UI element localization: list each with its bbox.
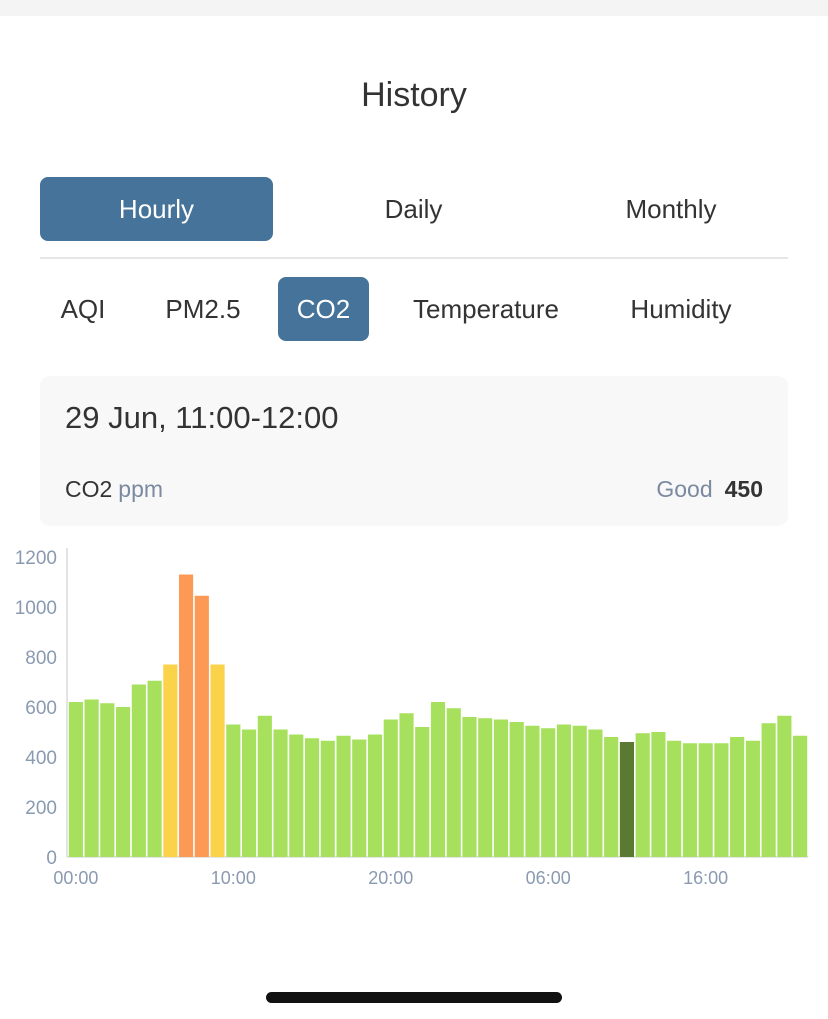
bar[interactable] xyxy=(651,732,666,857)
bar[interactable] xyxy=(352,739,367,858)
bar[interactable] xyxy=(635,733,650,857)
y-tick-label: 200 xyxy=(25,798,57,819)
bar[interactable] xyxy=(383,719,398,858)
y-tick-label: 400 xyxy=(25,748,57,769)
bar[interactable] xyxy=(793,735,808,857)
home-indicator[interactable] xyxy=(266,992,562,1003)
bar[interactable] xyxy=(493,719,509,858)
y-tick-label: 1200 xyxy=(15,548,57,569)
bar[interactable] xyxy=(761,723,776,857)
x-tick-label: 06:00 xyxy=(526,868,571,888)
reading-unit: ppm xyxy=(118,476,164,502)
bar-selected[interactable] xyxy=(619,742,634,857)
bar[interactable] xyxy=(462,717,477,857)
reading-date-range: 29 Jun, 11:00-12:00 xyxy=(65,400,339,435)
bar[interactable] xyxy=(777,715,792,857)
bar[interactable] xyxy=(698,743,713,857)
bar[interactable] xyxy=(116,707,131,857)
co2-hourly-bar-chart[interactable]: 0 200 400 600 800 1000 1200 00:00 10:00 20:00 06:0… xyxy=(0,540,828,900)
bar[interactable] xyxy=(667,740,682,857)
bar[interactable] xyxy=(194,595,209,857)
tab-aqi[interactable]: AQI xyxy=(60,294,106,324)
y-tick-label: 800 xyxy=(25,648,57,669)
bar[interactable] xyxy=(572,725,587,857)
bar[interactable] xyxy=(430,702,446,857)
bar[interactable] xyxy=(304,738,320,857)
tab-hourly[interactable]: Hourly xyxy=(40,177,273,241)
reading-summary: Good 450 xyxy=(656,476,763,503)
bar[interactable] xyxy=(179,574,194,858)
bar[interactable] xyxy=(289,734,304,858)
bar[interactable] xyxy=(415,727,430,857)
bar[interactable] xyxy=(604,737,619,857)
reading-value: 450 xyxy=(724,476,763,502)
bar[interactable] xyxy=(509,722,524,857)
x-tick-label: 16:00 xyxy=(683,868,728,888)
bar[interactable] xyxy=(714,743,729,857)
bar[interactable] xyxy=(68,702,83,857)
tab-co2[interactable]: CO2 xyxy=(278,277,369,341)
tab-daily[interactable]: Daily xyxy=(384,194,443,224)
bar[interactable] xyxy=(525,725,540,857)
tab-monthly[interactable]: Monthly xyxy=(625,194,717,224)
x-tick-label: 20:00 xyxy=(368,868,413,888)
bar[interactable] xyxy=(682,743,697,857)
bar[interactable] xyxy=(131,684,146,858)
y-tick-label: 600 xyxy=(25,698,57,719)
tab-pm25[interactable]: PM2.5 xyxy=(165,294,241,324)
bar[interactable] xyxy=(320,740,335,857)
tab-temperature[interactable]: Temperature xyxy=(413,294,559,324)
bar[interactable] xyxy=(745,740,760,857)
bar[interactable] xyxy=(730,737,745,857)
bar[interactable] xyxy=(367,734,383,858)
metric-tabs: AQI PM2.5 CO2 Temperature Humidity xyxy=(40,277,788,341)
reading-status: Good xyxy=(656,476,713,502)
bar[interactable] xyxy=(147,680,162,857)
bar[interactable] xyxy=(241,729,257,858)
bar[interactable] xyxy=(257,715,272,857)
y-tick-label: 0 xyxy=(46,848,57,869)
bar[interactable] xyxy=(588,729,603,858)
bar[interactable] xyxy=(210,664,225,858)
bar[interactable] xyxy=(541,728,556,857)
page-title: History xyxy=(361,76,467,114)
bar[interactable] xyxy=(84,699,99,858)
period-tabs: Hourly Daily Monthly xyxy=(40,177,788,241)
tab-humidity[interactable]: Humidity xyxy=(630,294,732,324)
bar[interactable] xyxy=(556,724,572,858)
bar[interactable] xyxy=(100,703,115,857)
bar[interactable] xyxy=(336,735,351,857)
bar[interactable] xyxy=(163,664,178,858)
status-bar-strip xyxy=(0,0,828,16)
bar[interactable] xyxy=(446,708,461,857)
reading-card: 29 Jun, 11:00-12:00 CO2 ppm Good 450 xyxy=(40,376,788,526)
bar[interactable] xyxy=(226,724,241,858)
x-tick-label: 00:00 xyxy=(53,868,98,888)
bar[interactable] xyxy=(399,713,414,857)
reading-metric-name: CO2 xyxy=(65,476,113,502)
tabs-divider xyxy=(40,257,788,259)
bar[interactable] xyxy=(478,718,493,857)
reading-metric: CO2 ppm xyxy=(65,476,163,503)
bar[interactable] xyxy=(273,729,288,858)
y-tick-label: 1000 xyxy=(15,598,57,619)
x-tick-label: 10:00 xyxy=(211,868,256,888)
